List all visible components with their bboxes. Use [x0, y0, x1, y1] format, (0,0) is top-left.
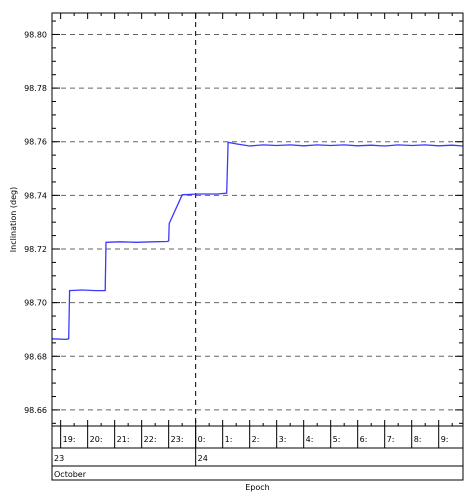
day-label: 23	[54, 454, 64, 463]
y-tick-label: 98.68	[24, 352, 47, 361]
hour-tick-label: 22:	[144, 435, 157, 444]
grid	[52, 13, 463, 426]
y-tick-label: 98.72	[24, 245, 47, 254]
y-tick-label: 98.78	[24, 84, 47, 93]
time-axis-bands: 23 24 October	[52, 425, 463, 481]
hour-tick-label: 7:	[387, 435, 395, 444]
month-label: October	[54, 470, 87, 479]
hour-tick-label: 9:	[441, 435, 449, 444]
series-group	[51, 141, 464, 341]
day-label: 24	[198, 454, 208, 463]
y-tick-label: 98.76	[24, 138, 47, 147]
plot-frame	[51, 12, 464, 481]
hour-tick-label: 2:	[252, 435, 260, 444]
hour-tick-label: 19:	[63, 435, 76, 444]
y-tick-label: 98.66	[24, 406, 47, 415]
y-tick-label: 98.74	[24, 191, 47, 200]
hour-tick-label: 0:	[198, 435, 206, 444]
hour-tick-label: 21:	[117, 435, 130, 444]
hour-tick-label: 1:	[225, 435, 233, 444]
hour-tick-label: 4:	[306, 435, 314, 444]
hour-tick-label: 20:	[90, 435, 103, 444]
y-axis-title: Inclination (deg)	[9, 187, 18, 252]
x-axis-title: Epoch	[245, 483, 270, 492]
hour-tick-label: 23:	[171, 435, 184, 444]
hour-tick-label: 5:	[333, 435, 341, 444]
x-tick-labels: 19: 20: 21: 22: 23: 0: 1: 2: 3: 4: 5: 6: 7: 8: 9:	[60, 426, 449, 448]
axis-ticks	[52, 13, 463, 426]
hour-tick-label: 8:	[414, 435, 422, 444]
y-tick-label: 98.70	[24, 299, 47, 308]
series-line	[51, 141, 464, 341]
y-tick-labels: 98.66 98.68 98.70 98.72 98.74 98.76 98.78 98.80	[24, 30, 47, 414]
hour-tick-label: 3:	[279, 435, 287, 444]
hour-tick-label: 6:	[360, 435, 368, 444]
y-tick-label: 98.80	[24, 30, 47, 39]
